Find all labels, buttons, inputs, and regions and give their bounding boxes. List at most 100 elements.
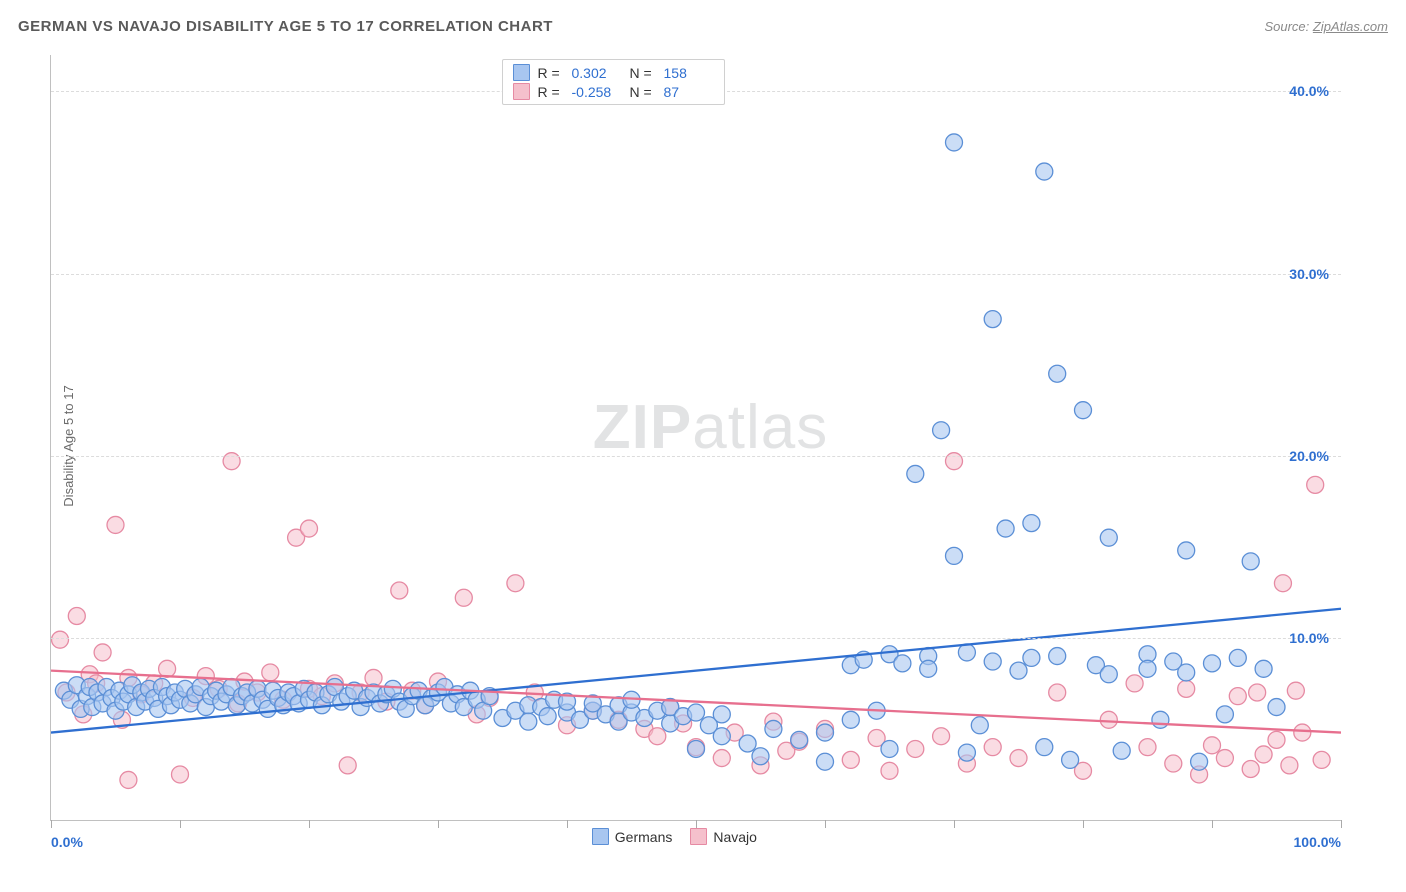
data-point bbox=[1178, 664, 1195, 681]
data-point bbox=[1023, 649, 1040, 666]
data-point bbox=[958, 644, 975, 661]
data-point bbox=[971, 717, 988, 734]
data-point bbox=[52, 631, 69, 648]
legend-r-value: 0.302 bbox=[572, 65, 622, 81]
data-point bbox=[649, 728, 666, 745]
x-tick bbox=[180, 820, 181, 828]
legend-row: R = 0.302 N = 158 bbox=[513, 64, 714, 81]
gridline bbox=[51, 274, 1341, 275]
data-point bbox=[688, 740, 705, 757]
legend-r-label: R = bbox=[538, 84, 564, 100]
source-credit: Source: ZipAtlas.com bbox=[1264, 19, 1388, 34]
data-point bbox=[262, 664, 279, 681]
legend-row: R = -0.258 N = 87 bbox=[513, 83, 714, 100]
data-point bbox=[1313, 751, 1330, 768]
legend-n-label: N = bbox=[630, 84, 656, 100]
source-link[interactable]: ZipAtlas.com bbox=[1313, 19, 1388, 34]
data-point bbox=[1204, 655, 1221, 672]
data-point bbox=[739, 735, 756, 752]
data-point bbox=[1126, 675, 1143, 692]
data-point bbox=[842, 751, 859, 768]
gridline bbox=[51, 456, 1341, 457]
data-point bbox=[1049, 648, 1066, 665]
data-point bbox=[1294, 724, 1311, 741]
data-point bbox=[881, 740, 898, 757]
scatter-svg bbox=[51, 55, 1341, 820]
y-tick-label: 30.0% bbox=[1289, 266, 1329, 282]
data-point bbox=[1139, 660, 1156, 677]
legend-label: Germans bbox=[615, 829, 673, 845]
data-point bbox=[1268, 699, 1285, 716]
data-point bbox=[1036, 739, 1053, 756]
legend-swatch bbox=[592, 828, 609, 845]
data-point bbox=[1010, 662, 1027, 679]
data-point bbox=[1049, 684, 1066, 701]
data-point bbox=[765, 720, 782, 737]
legend-r-value: -0.258 bbox=[572, 84, 622, 100]
data-point bbox=[894, 655, 911, 672]
data-point bbox=[159, 660, 176, 677]
legend-label: Navajo bbox=[713, 829, 757, 845]
data-point bbox=[1255, 746, 1272, 763]
data-point bbox=[1178, 542, 1195, 559]
data-point bbox=[752, 748, 769, 765]
data-point bbox=[339, 757, 356, 774]
y-tick-label: 20.0% bbox=[1289, 448, 1329, 464]
x-tick bbox=[309, 820, 310, 828]
data-point bbox=[946, 134, 963, 151]
x-tick bbox=[438, 820, 439, 828]
chart-title: GERMAN VS NAVAJO DISABILITY AGE 5 TO 17 … bbox=[18, 18, 553, 35]
gridline bbox=[51, 638, 1341, 639]
data-point bbox=[984, 311, 1001, 328]
data-point bbox=[172, 766, 189, 783]
legend-n-value: 158 bbox=[664, 65, 714, 81]
data-point bbox=[1152, 711, 1169, 728]
legend-r-label: R = bbox=[538, 65, 564, 81]
data-point bbox=[301, 520, 318, 537]
legend-swatch bbox=[513, 83, 530, 100]
data-point bbox=[946, 547, 963, 564]
data-point bbox=[1191, 753, 1208, 770]
x-tick bbox=[567, 820, 568, 828]
data-point bbox=[1216, 706, 1233, 723]
x-tick bbox=[696, 820, 697, 828]
data-point bbox=[907, 465, 924, 482]
data-point bbox=[1100, 711, 1117, 728]
data-point bbox=[817, 753, 834, 770]
data-point bbox=[1075, 402, 1092, 419]
x-tick bbox=[954, 820, 955, 828]
legend-n-label: N = bbox=[630, 65, 656, 81]
data-point bbox=[1178, 680, 1195, 697]
data-point bbox=[1204, 737, 1221, 754]
data-point bbox=[713, 750, 730, 767]
data-point bbox=[933, 728, 950, 745]
data-point bbox=[1165, 755, 1182, 772]
y-tick-label: 10.0% bbox=[1289, 630, 1329, 646]
x-tick bbox=[1083, 820, 1084, 828]
series-legend: Germans Navajo bbox=[592, 828, 757, 845]
data-point bbox=[920, 660, 937, 677]
legend-n-value: 87 bbox=[664, 84, 714, 100]
data-point bbox=[713, 706, 730, 723]
data-point bbox=[1100, 529, 1117, 546]
data-point bbox=[1229, 688, 1246, 705]
data-point bbox=[1255, 660, 1272, 677]
data-point bbox=[1023, 515, 1040, 532]
x-tick bbox=[1212, 820, 1213, 828]
data-point bbox=[1242, 553, 1259, 570]
data-point bbox=[984, 653, 1001, 670]
x-tick bbox=[1341, 820, 1342, 828]
data-point bbox=[997, 520, 1014, 537]
legend-item: Germans bbox=[592, 828, 673, 845]
data-point bbox=[94, 644, 111, 661]
data-point bbox=[713, 728, 730, 745]
data-point bbox=[881, 762, 898, 779]
data-point bbox=[1010, 750, 1027, 767]
chart-plot-area: ZIPatlas 10.0%20.0%30.0%40.0%0.0%100.0% bbox=[50, 55, 1341, 821]
data-point bbox=[842, 711, 859, 728]
data-point bbox=[120, 771, 137, 788]
data-point bbox=[539, 708, 556, 725]
data-point bbox=[1268, 731, 1285, 748]
legend-swatch bbox=[513, 64, 530, 81]
correlation-legend: R = 0.302 N = 158 R = -0.258 N = 87 bbox=[502, 59, 725, 105]
